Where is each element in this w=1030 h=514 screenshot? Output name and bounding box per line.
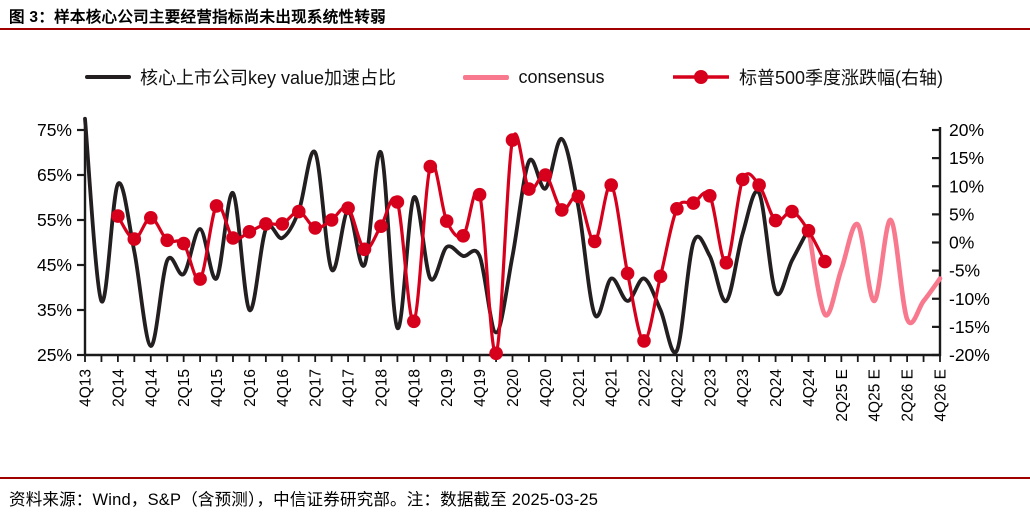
title-rule [0, 28, 1030, 30]
pink-line-sample [463, 74, 510, 80]
x-axis-tick-label: 4Q14 [143, 369, 160, 407]
x-axis-tick-label: 2Q20 [505, 369, 522, 407]
legend-item-key-value: 核心上市公司key value加速占比 [85, 64, 396, 90]
left-axis-ticks: 75% 65% 55% 45% 35% 25% [37, 120, 85, 365]
left-axis-tick-label: 35% [37, 300, 72, 320]
left-axis-tick-label: 75% [37, 120, 72, 140]
legend-label: 标普500季度涨跌幅(右轴) [738, 68, 943, 88]
right-axis-ticks: 20% 15% 10% 5% 0% -5% -10% -15% -20% [932, 120, 990, 365]
x-axis-tick-label: 4Q16 [275, 369, 292, 407]
x-axis-tick-label: 4Q17 [341, 369, 358, 407]
x-axis-tick-label: 4Q15 [209, 369, 226, 407]
legend-item-sp500: 标普500季度涨跌幅(右轴) [672, 64, 943, 90]
right-axis-tick-label: -15% [949, 317, 990, 337]
series-consensus-line [806, 217, 943, 326]
black-line-sample [85, 75, 131, 79]
x-axis-tick-label: 4Q20 [538, 369, 555, 407]
right-axis-tick-label: -10% [949, 289, 990, 309]
x-axis-ticks [84, 355, 941, 362]
x-axis-tick-label: 2Q18 [373, 369, 390, 407]
x-axis-tick-label: 2Q14 [110, 369, 127, 407]
x-axis-tick-label: 4Q23 [735, 369, 752, 407]
x-axis-tick-label: 2Q26 E [900, 369, 917, 422]
right-axis-tick-label: 10% [949, 176, 984, 196]
figure-title: 图 3：样本核心公司主要经营指标尚未出现系统性转弱 [9, 9, 386, 26]
x-axis-tick-label: 2Q19 [439, 369, 456, 407]
right-axis-tick-label: 15% [949, 148, 984, 168]
left-axis-tick-label: 55% [37, 210, 72, 230]
legend-label: 核心上市公司key value加速占比 [140, 68, 397, 88]
x-axis-tick-label: 4Q25 E [867, 369, 884, 422]
footer-rule [0, 477, 1030, 479]
right-axis-tick-label: -20% [949, 345, 990, 365]
legend-item-consensus: consensus [463, 66, 605, 88]
x-axis-tick-label: 4Q22 [669, 369, 686, 407]
source-note: 资料来源：Wind，S&P（含预测），中信证券研究部。注：数据截至 2025-0… [9, 491, 599, 509]
left-axis-tick-label: 65% [37, 165, 72, 185]
x-axis-tick-label: 4Q26 E [933, 369, 950, 422]
left-axis-tick-label: 45% [37, 255, 72, 275]
chart-legend: 核心上市公司key value加速占比 consensus 标普500季度涨跌幅… [85, 64, 943, 90]
chart-canvas: 75% 65% 55% 45% 35% 25% 20% 15% 10% 5% 0% -5% -10% -1… [37, 116, 990, 422]
x-axis-tick-label: 4Q21 [604, 369, 621, 407]
x-axis-tick-label: 2Q15 [176, 369, 193, 407]
x-axis-tick-label: 2Q23 [702, 369, 719, 407]
x-axis-tick-label: 2Q17 [308, 369, 325, 407]
x-axis-tick-label: 2Q21 [571, 369, 588, 407]
x-axis-tick-label: 4Q19 [472, 369, 489, 407]
right-axis-tick-label: 5% [949, 204, 974, 224]
x-axis-tick-label: 2Q16 [242, 369, 259, 407]
x-axis-tick-label: 4Q18 [406, 369, 423, 407]
series-key-value-line [83, 116, 811, 355]
red-line-dot-sample [672, 70, 729, 84]
left-axis-tick-label: 25% [37, 345, 72, 365]
right-axis-tick-label: -5% [949, 261, 980, 281]
x-axis-tick-label: 2Q22 [637, 369, 654, 407]
x-axis-tick-label: 4Q24 [801, 369, 818, 407]
x-axis-tick-label: 2Q24 [768, 369, 785, 407]
x-axis-tick-label: 2Q25 E [834, 369, 851, 422]
right-axis-tick-label: 0% [949, 233, 974, 253]
right-axis-tick-label: 20% [949, 120, 984, 140]
series-sp500-markers [111, 133, 832, 361]
legend-label: consensus [518, 66, 605, 87]
x-axis-tick-label: 4Q13 [78, 369, 95, 407]
x-axis-labels: 4Q13 2Q14 4Q14 2Q15 4Q15 2Q16 4Q16 2Q17 4Q17 2Q18… [78, 369, 950, 422]
